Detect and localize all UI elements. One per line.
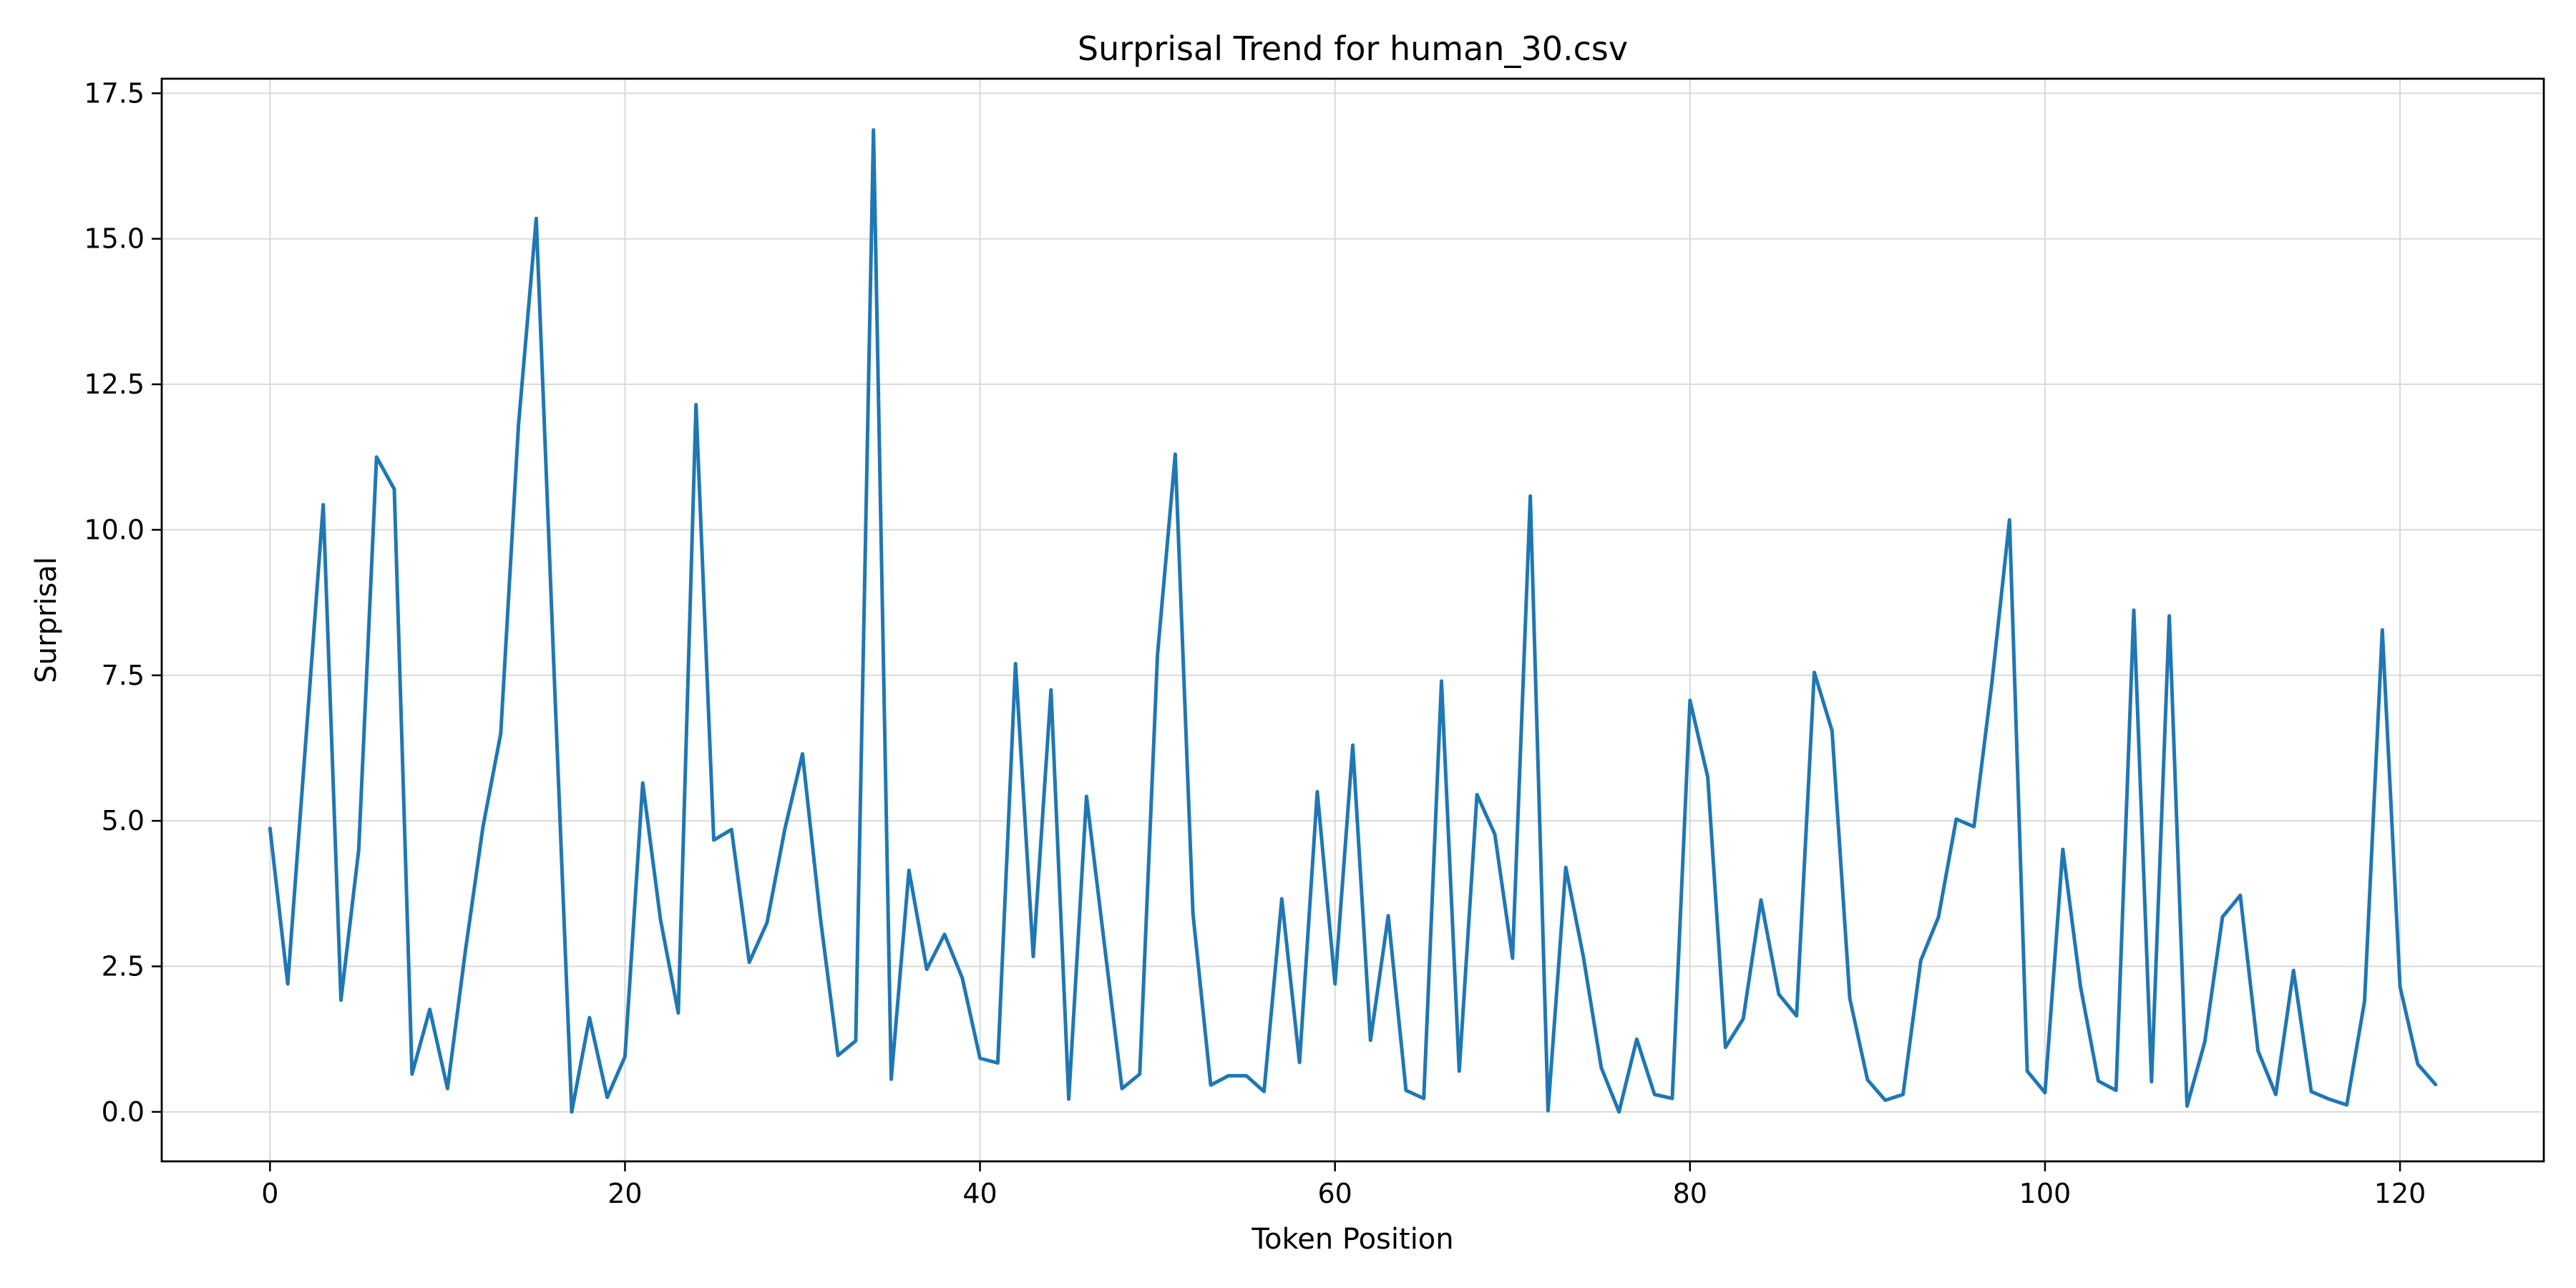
y-tick-label: 5.0 <box>102 805 145 836</box>
y-tick-label: 0.0 <box>102 1096 145 1128</box>
x-tick-label: 0 <box>261 1178 278 1209</box>
x-tick-label: 120 <box>2374 1178 2426 1209</box>
y-tick-label: 7.5 <box>102 660 145 691</box>
chart-title: Surprisal Trend for human_30.csv <box>1078 29 1628 68</box>
axis-ticks: 0 20 40 60 80 100 120 0.0 2.5 5.0 7.5 10.0 12.5 15.0 1… <box>84 77 2426 1209</box>
x-tick-label: 80 <box>1673 1178 1707 1209</box>
y-tick-label: 12.5 <box>84 369 145 400</box>
series-layer <box>268 128 2438 1114</box>
y-tick-label: 10.0 <box>84 514 145 545</box>
x-axis-label: Token Position <box>1251 1223 1453 1256</box>
y-tick-label: 2.5 <box>102 950 145 982</box>
grid-lines <box>162 79 2544 1161</box>
plot-frame <box>160 77 2545 1163</box>
x-tick-label: 60 <box>1318 1178 1352 1209</box>
x-tick-label: 100 <box>2019 1178 2072 1209</box>
series-line <box>268 128 2438 1114</box>
x-tick-label: 40 <box>962 1178 997 1209</box>
y-tick-label: 17.5 <box>84 77 145 109</box>
y-axis-label: Surprisal <box>30 557 63 683</box>
x-tick-label: 20 <box>608 1178 642 1209</box>
y-tick-label: 15.0 <box>84 223 145 255</box>
